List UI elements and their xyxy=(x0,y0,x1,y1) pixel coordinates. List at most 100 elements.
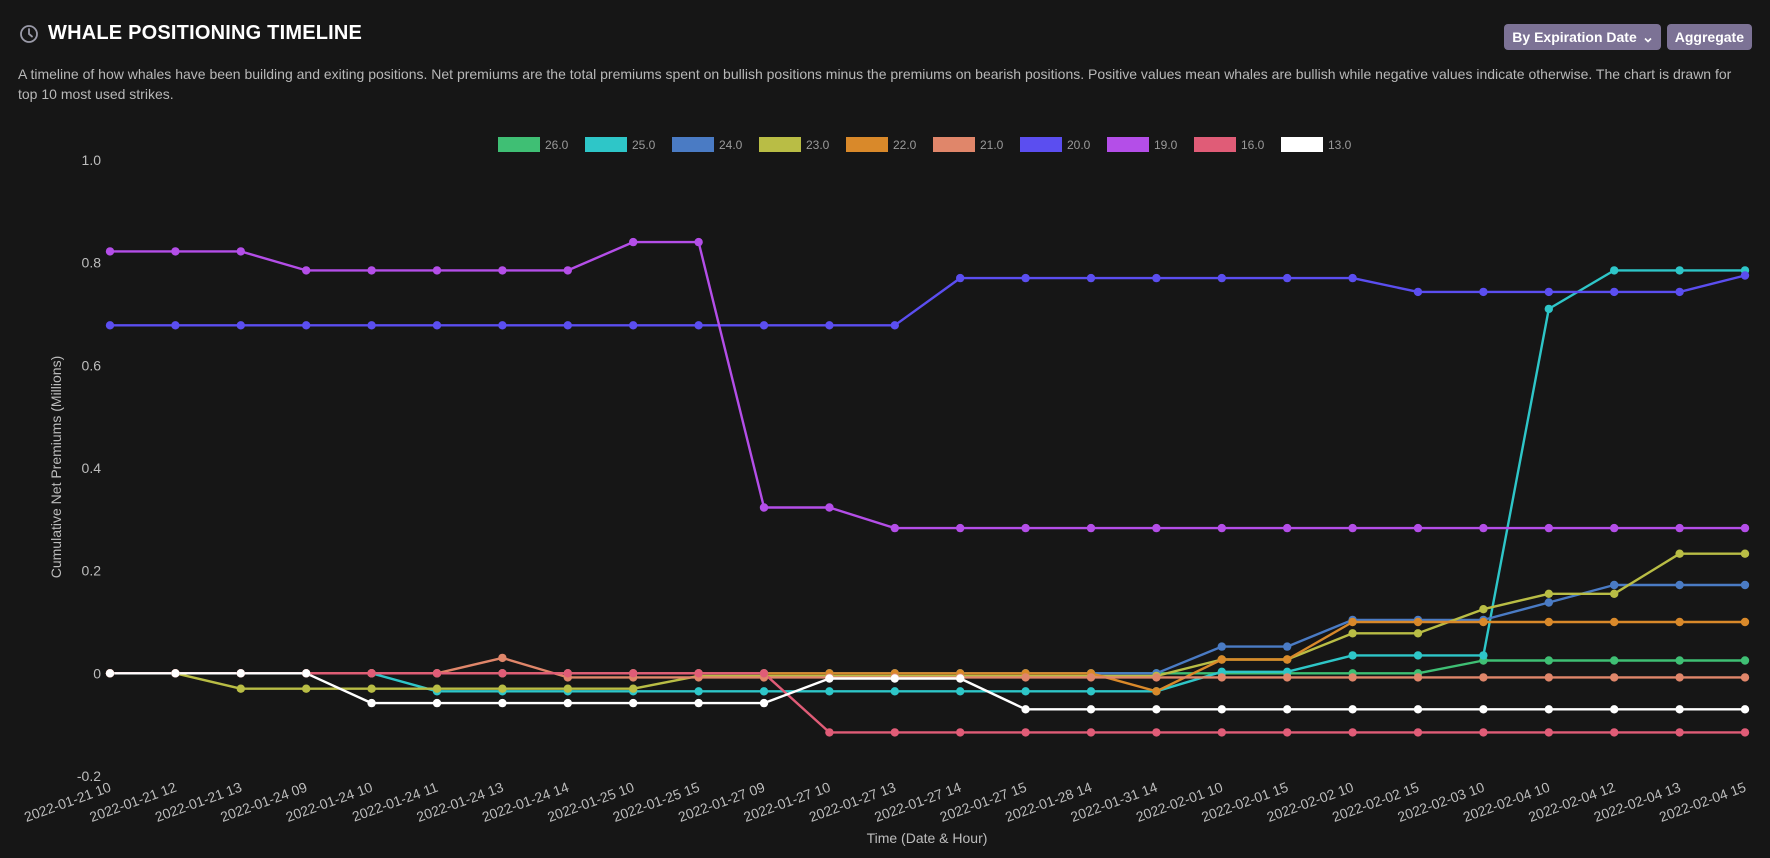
data-point-19.0[interactable] xyxy=(367,266,376,275)
data-point-21.0[interactable] xyxy=(498,653,507,663)
data-point-16.0[interactable] xyxy=(1152,728,1161,737)
data-point-19.0[interactable] xyxy=(1021,523,1030,533)
data-point-19.0[interactable] xyxy=(1348,523,1357,533)
data-point-13.0[interactable] xyxy=(956,674,965,683)
data-point-19.0[interactable] xyxy=(563,266,572,275)
series-line-23.0[interactable] xyxy=(110,552,1745,690)
data-point-16.0[interactable] xyxy=(1413,728,1423,737)
data-point-21.0[interactable] xyxy=(1610,673,1619,682)
legend-item-26.0[interactable]: 26.0 xyxy=(498,137,569,152)
data-point-23.0[interactable] xyxy=(1610,589,1619,598)
data-point-16.0[interactable] xyxy=(890,728,899,737)
data-point-21.0[interactable] xyxy=(1544,673,1554,682)
legend-item-25.0[interactable]: 25.0 xyxy=(585,137,656,152)
data-point-22.0[interactable] xyxy=(1413,617,1423,627)
data-point-26.0[interactable] xyxy=(1675,656,1684,665)
data-point-20.0[interactable] xyxy=(1152,273,1161,283)
legend-item-22.0[interactable]: 22.0 xyxy=(846,137,917,152)
data-point-16.0[interactable] xyxy=(1217,728,1227,737)
data-point-13.0[interactable] xyxy=(694,698,703,708)
data-point-22.0[interactable] xyxy=(1740,617,1750,627)
data-point-16.0[interactable] xyxy=(825,728,834,737)
data-point-19.0[interactable] xyxy=(956,523,965,533)
data-point-16.0[interactable] xyxy=(498,669,507,678)
data-point-20.0[interactable] xyxy=(825,321,834,330)
data-point-22.0[interactable] xyxy=(1610,617,1619,627)
data-point-13.0[interactable] xyxy=(1544,705,1554,714)
data-point-20.0[interactable] xyxy=(1610,287,1619,297)
data-point-19.0[interactable] xyxy=(1217,523,1227,533)
data-point-20.0[interactable] xyxy=(1675,287,1684,297)
data-point-19.0[interactable] xyxy=(1479,523,1488,533)
series-line-13.0[interactable] xyxy=(110,672,1745,711)
data-point-25.0[interactable] xyxy=(759,687,769,696)
data-point-19.0[interactable] xyxy=(432,266,442,275)
data-point-23.0[interactable] xyxy=(302,684,311,693)
data-point-20.0[interactable] xyxy=(1217,273,1227,283)
data-point-23.0[interactable] xyxy=(367,684,376,693)
data-point-20.0[interactable] xyxy=(956,273,965,283)
data-point-19.0[interactable] xyxy=(1152,523,1161,533)
legend-item-24.0[interactable]: 24.0 xyxy=(672,137,743,152)
series-line-19.0[interactable] xyxy=(110,240,1745,530)
data-point-16.0[interactable] xyxy=(432,669,442,678)
data-point-20.0[interactable] xyxy=(1479,287,1488,297)
data-point-20.0[interactable] xyxy=(1544,287,1554,297)
data-point-25.0[interactable] xyxy=(1610,266,1619,275)
data-point-13.0[interactable] xyxy=(302,669,311,678)
data-point-23.0[interactable] xyxy=(1348,629,1357,638)
series-line-25.0[interactable] xyxy=(110,269,1745,693)
data-point-23.0[interactable] xyxy=(432,684,442,693)
series-line-22.0[interactable] xyxy=(110,620,1745,693)
data-point-21.0[interactable] xyxy=(1283,673,1292,682)
data-point-24.0[interactable] xyxy=(1544,598,1554,607)
data-point-19.0[interactable] xyxy=(498,266,507,275)
data-point-20.0[interactable] xyxy=(302,321,311,330)
data-point-19.0[interactable] xyxy=(236,247,245,256)
data-point-24.0[interactable] xyxy=(1610,580,1619,590)
data-point-19.0[interactable] xyxy=(890,523,899,533)
data-point-16.0[interactable] xyxy=(1021,728,1030,737)
data-point-22.0[interactable] xyxy=(1348,617,1357,627)
data-point-23.0[interactable] xyxy=(1544,589,1554,598)
data-point-13.0[interactable] xyxy=(1086,705,1096,714)
data-point-20.0[interactable] xyxy=(432,321,442,330)
data-point-20.0[interactable] xyxy=(367,321,376,330)
data-point-13.0[interactable] xyxy=(890,674,899,683)
data-point-13.0[interactable] xyxy=(1217,705,1227,714)
legend-item-21.0[interactable]: 21.0 xyxy=(933,137,1004,152)
data-point-23.0[interactable] xyxy=(1740,549,1750,558)
data-point-25.0[interactable] xyxy=(956,687,965,696)
data-point-21.0[interactable] xyxy=(1086,673,1096,682)
data-point-13.0[interactable] xyxy=(1283,705,1292,714)
data-point-23.0[interactable] xyxy=(629,684,638,693)
data-point-16.0[interactable] xyxy=(1086,728,1096,737)
data-point-16.0[interactable] xyxy=(1283,728,1292,737)
data-point-16.0[interactable] xyxy=(1675,728,1684,737)
legend-item-20.0[interactable]: 20.0 xyxy=(1020,137,1091,152)
data-point-19.0[interactable] xyxy=(1544,523,1554,533)
data-point-19.0[interactable] xyxy=(1740,523,1750,533)
data-point-25.0[interactable] xyxy=(825,687,834,696)
legend-item-16.0[interactable]: 16.0 xyxy=(1194,137,1265,152)
data-point-16.0[interactable] xyxy=(759,669,769,678)
data-point-24.0[interactable] xyxy=(1740,580,1750,590)
data-point-19.0[interactable] xyxy=(629,237,638,247)
data-point-19.0[interactable] xyxy=(1283,523,1292,533)
data-point-13.0[interactable] xyxy=(1152,705,1161,714)
data-point-20.0[interactable] xyxy=(1021,273,1030,283)
data-point-24.0[interactable] xyxy=(1217,642,1227,651)
data-point-21.0[interactable] xyxy=(1021,673,1030,682)
data-point-20.0[interactable] xyxy=(629,321,638,330)
data-point-16.0[interactable] xyxy=(629,669,638,678)
data-point-25.0[interactable] xyxy=(1544,304,1554,314)
data-point-26.0[interactable] xyxy=(1610,656,1619,665)
data-point-16.0[interactable] xyxy=(1348,728,1357,737)
data-point-20.0[interactable] xyxy=(694,321,703,330)
data-point-19.0[interactable] xyxy=(825,503,834,512)
series-line-20.0[interactable] xyxy=(110,274,1746,327)
data-point-13.0[interactable] xyxy=(236,669,245,678)
data-point-21.0[interactable] xyxy=(1348,673,1357,682)
legend-item-23.0[interactable]: 23.0 xyxy=(759,137,830,152)
data-point-13.0[interactable] xyxy=(498,698,507,708)
